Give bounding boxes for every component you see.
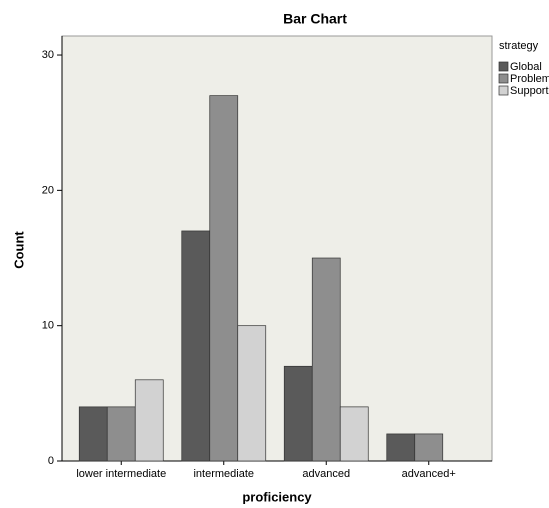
chart-title: Bar Chart [283, 11, 347, 27]
legend-label: Support [510, 85, 549, 97]
legend-swatch [498, 61, 509, 72]
bar [106, 406, 136, 462]
x-tick-label: intermediate [193, 468, 254, 480]
x-axis-title: proficiency [242, 489, 312, 504]
bar [209, 95, 239, 462]
legend-label: Global [510, 61, 542, 73]
bar [283, 365, 313, 462]
x-tick-label: advanced [302, 468, 350, 480]
bar [237, 325, 267, 462]
bar [311, 257, 341, 462]
y-tick-label: 30 [42, 49, 54, 61]
legend-swatch [498, 85, 509, 96]
plot-area [61, 35, 493, 462]
y-tick-label: 20 [42, 184, 54, 196]
x-tick-label: lower intermediate [76, 468, 166, 480]
bar [181, 230, 211, 462]
y-axis-title: Count [11, 231, 26, 269]
x-tick-label: advanced+ [402, 468, 456, 480]
bar [386, 433, 416, 462]
y-tick-label: 0 [48, 455, 54, 467]
y-tick-label: 10 [42, 320, 54, 332]
legend-label: Problem [510, 73, 549, 85]
bar [339, 406, 369, 462]
legend-swatch [498, 73, 509, 84]
bar [134, 379, 164, 462]
legend-title: strategy [499, 40, 539, 52]
bar [414, 433, 444, 462]
bar [78, 406, 108, 462]
